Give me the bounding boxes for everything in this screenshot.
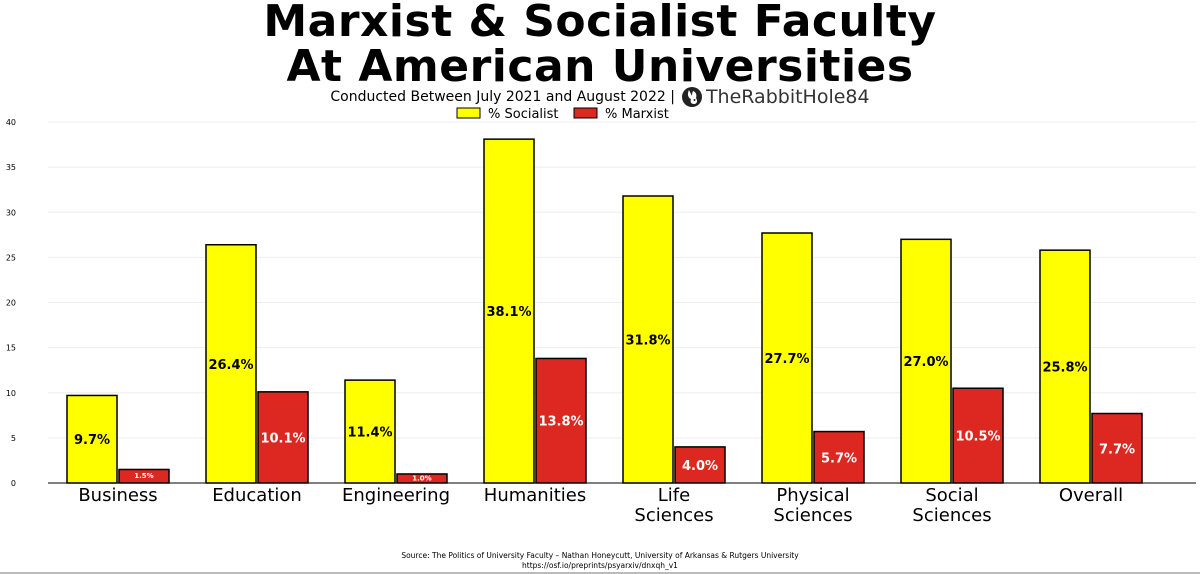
y-tick-label: 10 (6, 389, 16, 398)
y-tick-label: 5 (11, 434, 16, 443)
x-tick-label: Physical (776, 485, 849, 506)
data-label: 1.0% (412, 474, 431, 482)
bar-socialist (344, 379, 396, 484)
x-tick-label: Sciences (634, 505, 713, 526)
bar-socialist (622, 195, 674, 484)
y-tick-label: 20 (6, 299, 16, 308)
data-label: 27.7% (764, 352, 809, 367)
data-label: 27.0% (903, 355, 948, 370)
bar-socialist (483, 138, 535, 484)
data-label: 7.7% (1099, 442, 1135, 457)
data-label: 5.7% (821, 451, 857, 466)
y-tick-label: 25 (6, 253, 16, 262)
data-label: 31.8% (625, 334, 670, 349)
x-tick-label: Engineering (342, 485, 450, 506)
bar-socialist (205, 243, 257, 484)
data-label: 4.0% (682, 459, 718, 474)
bar-socialist (1039, 249, 1091, 484)
subtitle-row: Conducted Between July 2021 and August 2… (0, 86, 1200, 108)
source-line-1: Source: The Politics of University Facul… (401, 551, 799, 560)
y-tick-label: 15 (6, 344, 16, 353)
legend-swatch (456, 107, 481, 119)
bar-socialist (900, 238, 952, 484)
data-label: 9.7% (74, 433, 110, 448)
y-tick-label: 30 (6, 208, 16, 217)
bar-marxist (813, 430, 865, 484)
chart-title-line-2: At American Universities (286, 41, 914, 92)
data-label: 11.4% (347, 426, 392, 441)
bar-marxist (1091, 412, 1143, 484)
rabbit-head-icon (681, 87, 702, 107)
chart-title-line-1: Marxist & Socialist Faculty (263, 0, 937, 47)
data-label: 10.5% (955, 430, 1000, 445)
data-label: 1.5% (134, 472, 153, 480)
data-label: 13.8% (538, 415, 583, 430)
legend-swatch (573, 107, 598, 119)
bar-marxist (952, 387, 1004, 484)
data-label: 26.4% (208, 358, 253, 373)
bar-socialist (761, 232, 813, 484)
chart-subtitle: Conducted Between July 2021 and August 2… (330, 89, 675, 105)
legend-label: % Socialist (488, 107, 559, 122)
bar-marxist (535, 357, 587, 484)
x-tick-label: Education (212, 485, 302, 506)
y-tick-label: 0 (11, 479, 16, 488)
data-label: 25.8% (1042, 361, 1087, 376)
bottom-border (0, 572, 1200, 574)
y-tick-label: 40 (6, 118, 16, 127)
data-label: 38.1% (486, 305, 531, 320)
y-tick-label: 35 (6, 163, 16, 172)
x-tick-label: Business (78, 485, 157, 506)
x-tick-label: Humanities (484, 485, 586, 506)
bar-socialist (66, 394, 118, 484)
brand-name: TheRabbitHole84 (705, 86, 870, 108)
data-label: 10.1% (260, 431, 305, 446)
bar-marxist (674, 446, 726, 484)
x-tick-label: Life (658, 485, 690, 506)
x-tick-label: Overall (1059, 485, 1123, 506)
brand: TheRabbitHole84 (681, 86, 870, 108)
source-line-2: https://osf.io/preprints/psyarxiv/dnxqh_… (522, 561, 678, 570)
x-tick-label: Sciences (773, 505, 852, 526)
x-tick-label: Sciences (912, 505, 991, 526)
legend-label: % Marxist (605, 107, 669, 122)
x-tick-label: Social (925, 485, 978, 506)
